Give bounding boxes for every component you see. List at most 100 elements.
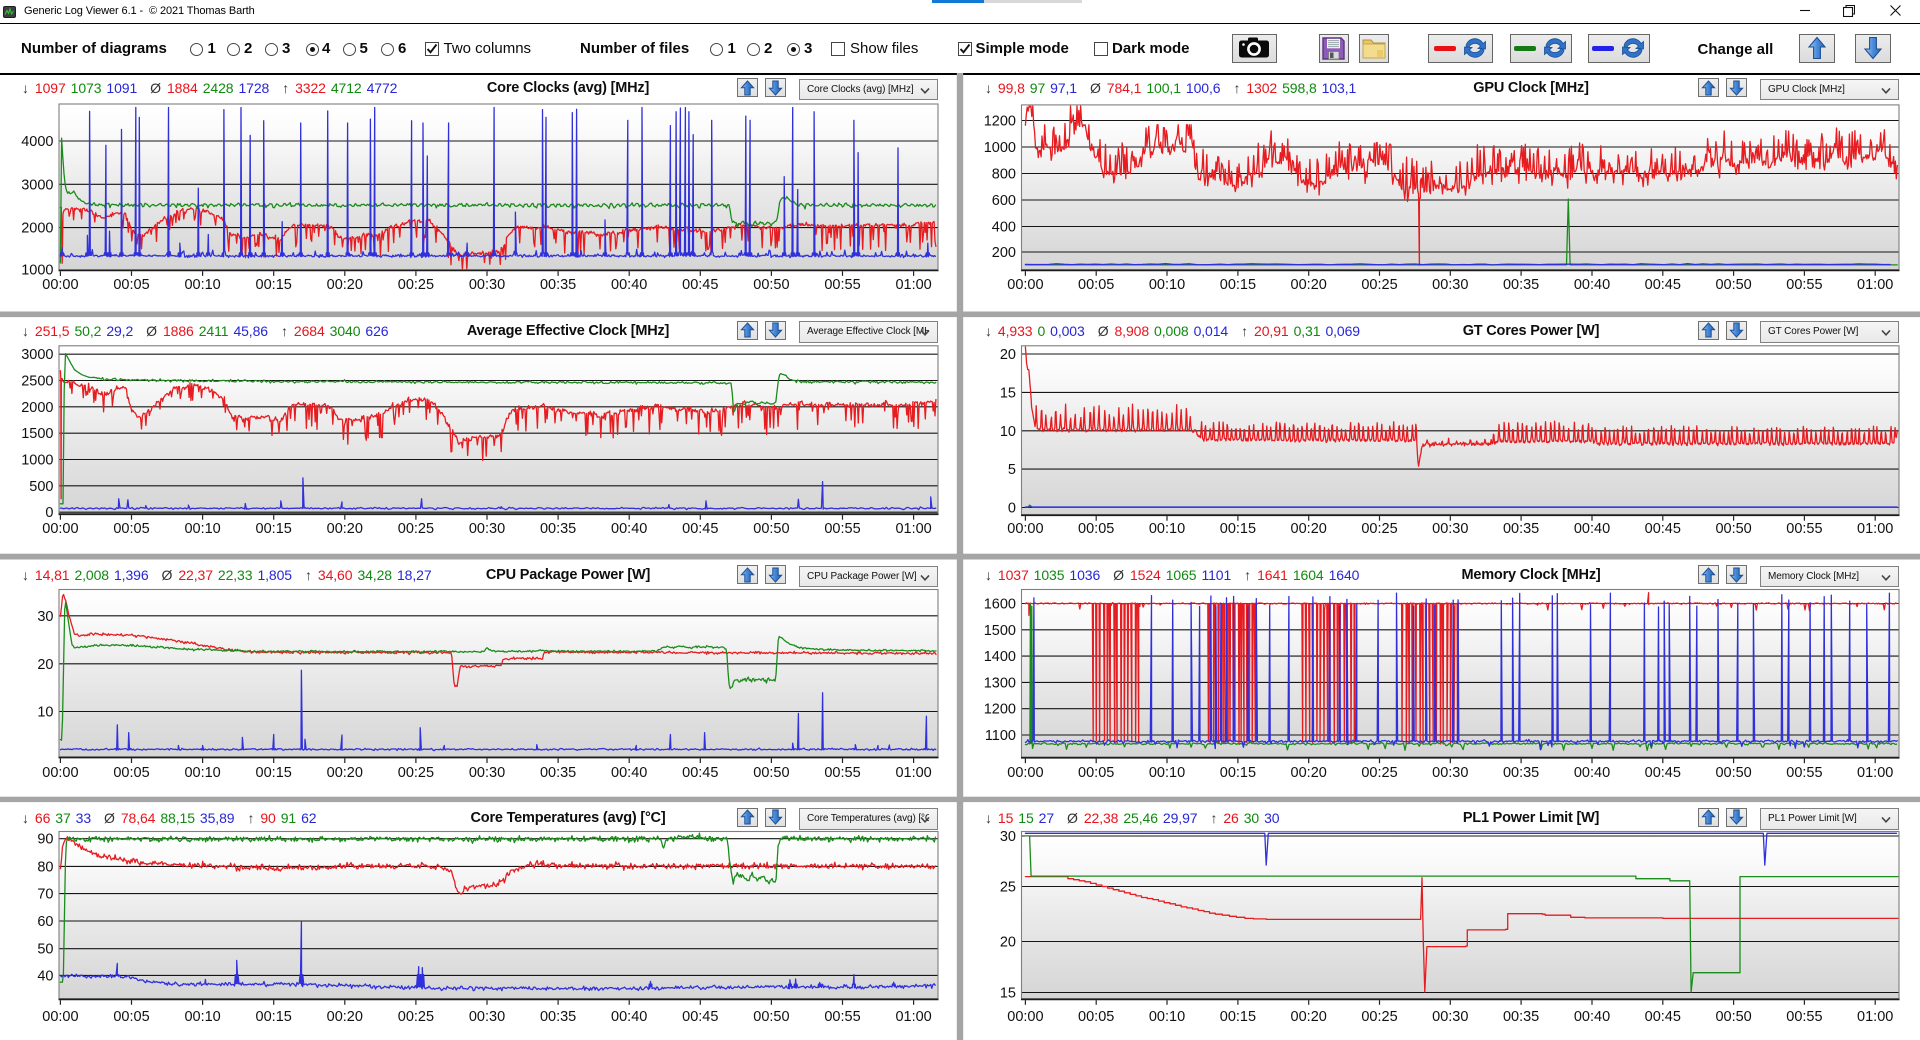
svg-text:00:45: 00:45 (682, 1009, 718, 1025)
svg-text:00:00: 00:00 (42, 765, 78, 781)
svg-text:00:40: 00:40 (1574, 1009, 1610, 1025)
svg-text:00:35: 00:35 (1503, 1009, 1539, 1025)
svg-text:00:20: 00:20 (327, 1009, 363, 1025)
svg-text:2000: 2000 (21, 221, 53, 237)
svg-text:00:10: 00:10 (184, 1009, 220, 1025)
svg-text:00:20: 00:20 (1291, 1009, 1327, 1025)
svg-text:00:00: 00:00 (1007, 1009, 1043, 1025)
svg-text:00:25: 00:25 (1361, 1009, 1397, 1025)
svg-text:00:15: 00:15 (1220, 521, 1256, 537)
svg-text:01:00: 01:00 (1857, 1009, 1893, 1025)
svg-text:00:25: 00:25 (398, 277, 434, 293)
svg-text:00:20: 00:20 (327, 765, 363, 781)
svg-text:60: 60 (37, 914, 53, 930)
svg-text:1600: 1600 (984, 597, 1016, 613)
svg-text:00:25: 00:25 (398, 1009, 434, 1025)
svg-text:00:45: 00:45 (1645, 765, 1681, 781)
svg-text:15: 15 (1000, 986, 1016, 1002)
svg-text:00:20: 00:20 (327, 277, 363, 293)
svg-text:00:10: 00:10 (1149, 765, 1185, 781)
svg-text:00:05: 00:05 (113, 1009, 149, 1025)
svg-text:00:25: 00:25 (1361, 277, 1397, 293)
svg-text:01:00: 01:00 (895, 277, 931, 293)
svg-text:2000: 2000 (21, 400, 53, 416)
svg-text:00:00: 00:00 (1007, 277, 1043, 293)
svg-text:00:15: 00:15 (256, 277, 292, 293)
svg-text:00:50: 00:50 (1715, 765, 1751, 781)
svg-text:0: 0 (45, 505, 53, 521)
svg-text:00:35: 00:35 (1503, 277, 1539, 293)
svg-text:01:00: 01:00 (895, 1009, 931, 1025)
svg-text:1200: 1200 (984, 702, 1016, 718)
svg-text:00:35: 00:35 (1503, 765, 1539, 781)
svg-text:1400: 1400 (984, 649, 1016, 665)
svg-text:25: 25 (1000, 880, 1016, 896)
svg-text:00:05: 00:05 (1078, 277, 1114, 293)
svg-text:00:30: 00:30 (1432, 521, 1468, 537)
svg-text:500: 500 (29, 479, 53, 495)
svg-text:10: 10 (37, 705, 53, 721)
svg-text:00:05: 00:05 (1078, 521, 1114, 537)
svg-text:00:00: 00:00 (1007, 521, 1043, 537)
svg-text:00:30: 00:30 (1432, 277, 1468, 293)
svg-text:00:40: 00:40 (1574, 277, 1610, 293)
svg-text:00:25: 00:25 (398, 521, 434, 537)
svg-text:00:50: 00:50 (753, 765, 789, 781)
svg-text:00:15: 00:15 (1220, 1009, 1256, 1025)
svg-text:00:10: 00:10 (184, 521, 220, 537)
svg-text:00:05: 00:05 (113, 521, 149, 537)
svg-text:00:45: 00:45 (1645, 277, 1681, 293)
svg-text:00:00: 00:00 (1007, 765, 1043, 781)
svg-text:20: 20 (1000, 347, 1016, 363)
svg-text:0: 0 (1008, 501, 1016, 517)
svg-text:800: 800 (992, 167, 1016, 183)
svg-text:10: 10 (1000, 424, 1016, 440)
svg-text:00:25: 00:25 (1361, 521, 1397, 537)
svg-text:01:00: 01:00 (1857, 765, 1893, 781)
svg-text:00:45: 00:45 (682, 277, 718, 293)
svg-text:00:30: 00:30 (469, 1009, 505, 1025)
svg-text:00:25: 00:25 (398, 765, 434, 781)
svg-text:00:00: 00:00 (42, 277, 78, 293)
svg-text:30: 30 (1000, 829, 1016, 845)
svg-text:200: 200 (992, 245, 1016, 261)
svg-text:1500: 1500 (21, 426, 53, 442)
svg-text:00:15: 00:15 (256, 521, 292, 537)
svg-text:00:15: 00:15 (256, 1009, 292, 1025)
svg-text:1000: 1000 (21, 453, 53, 469)
svg-text:00:05: 00:05 (113, 277, 149, 293)
svg-text:00:50: 00:50 (1715, 521, 1751, 537)
svg-text:00:50: 00:50 (753, 521, 789, 537)
svg-text:00:35: 00:35 (1503, 521, 1539, 537)
svg-text:00:45: 00:45 (682, 765, 718, 781)
svg-text:50: 50 (37, 942, 53, 958)
svg-text:00:50: 00:50 (753, 277, 789, 293)
svg-text:00:50: 00:50 (1715, 1009, 1751, 1025)
svg-text:00:50: 00:50 (753, 1009, 789, 1025)
svg-text:1200: 1200 (984, 114, 1016, 130)
svg-text:00:55: 00:55 (824, 277, 860, 293)
svg-text:00:30: 00:30 (469, 277, 505, 293)
svg-text:00:40: 00:40 (1574, 765, 1610, 781)
svg-text:00:30: 00:30 (469, 765, 505, 781)
svg-text:00:35: 00:35 (540, 521, 576, 537)
svg-text:400: 400 (992, 220, 1016, 236)
svg-text:00:20: 00:20 (327, 521, 363, 537)
svg-text:00:40: 00:40 (611, 521, 647, 537)
svg-text:00:05: 00:05 (1078, 1009, 1114, 1025)
svg-text:4000: 4000 (21, 134, 53, 150)
svg-text:5: 5 (1008, 462, 1016, 478)
svg-text:01:00: 01:00 (895, 765, 931, 781)
svg-text:1500: 1500 (984, 623, 1016, 639)
svg-text:20: 20 (1000, 935, 1016, 951)
svg-text:70: 70 (37, 887, 53, 903)
svg-text:01:00: 01:00 (895, 521, 931, 537)
svg-text:00:15: 00:15 (1220, 277, 1256, 293)
svg-text:00:30: 00:30 (1432, 1009, 1468, 1025)
svg-text:00:00: 00:00 (42, 1009, 78, 1025)
svg-text:00:55: 00:55 (824, 1009, 860, 1025)
svg-text:00:50: 00:50 (1715, 277, 1751, 293)
svg-text:00:10: 00:10 (1149, 521, 1185, 537)
svg-text:00:40: 00:40 (611, 277, 647, 293)
svg-text:20: 20 (37, 657, 53, 673)
